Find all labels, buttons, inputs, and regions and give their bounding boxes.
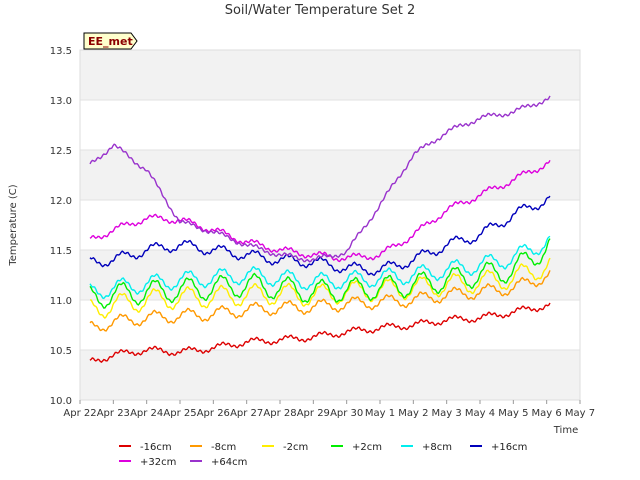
x-axis-ticks: Apr 22 Apr 23 Apr 24 Apr 25 Apr 26 Apr 27 Apr … xyxy=(63,400,595,419)
x-tick-label: May 7 xyxy=(565,408,595,419)
series-line xyxy=(89,235,551,300)
x-tick-label: Apr 23 xyxy=(97,408,130,419)
legend-label: -2cm xyxy=(283,442,308,453)
y-tick-label: 12.0 xyxy=(50,196,72,207)
x-tick-label: Apr 27 xyxy=(230,408,263,419)
y-tick-label: 12.5 xyxy=(50,146,72,157)
legend-label: +64cm xyxy=(211,457,247,468)
station-badge: EE_met xyxy=(83,32,138,50)
series-line xyxy=(89,159,551,263)
x-tick-label: Apr 29 xyxy=(297,408,330,419)
background-bands xyxy=(80,50,580,400)
x-tick-label: Apr 24 xyxy=(130,408,163,419)
x-tick-label: Apr 22 xyxy=(63,408,96,419)
y-axis-title: Temperature (C) xyxy=(8,184,19,266)
x-tick-label: Apr 30 xyxy=(330,408,363,419)
x-tick-label: May 3 xyxy=(432,408,462,419)
y-tick-label: 13.0 xyxy=(50,96,72,107)
legend: -16cm -8cm -2cm +2cm +8cm +16cm +32cm +64cm xyxy=(119,442,527,468)
band xyxy=(80,150,580,200)
series-line xyxy=(89,238,551,309)
badge-box xyxy=(83,32,138,50)
chart-title: Soil/Water Temperature Set 2 xyxy=(225,3,416,18)
legend-label: -16cm xyxy=(140,442,172,453)
plot-frame xyxy=(79,49,581,401)
x-tick-label: May 6 xyxy=(532,408,562,419)
series-line xyxy=(89,302,551,363)
y-tick-label: 13.5 xyxy=(50,46,72,57)
legend-label: +32cm xyxy=(140,457,176,468)
series-lines xyxy=(89,95,551,363)
x-tick-label: May 2 xyxy=(398,408,428,419)
x-tick-label: May 4 xyxy=(465,408,495,419)
legend-label: +2cm xyxy=(352,442,382,453)
y-tick-label: 11.0 xyxy=(50,296,72,307)
y-tick-label: 10.0 xyxy=(50,396,72,407)
series-line xyxy=(89,257,551,319)
badge-label: EE_met xyxy=(88,35,133,48)
band xyxy=(80,350,580,400)
series-line xyxy=(89,270,551,332)
legend-label: -8cm xyxy=(211,442,236,453)
y-axis-ticks: 10.0 10.5 11.0 11.5 12.0 12.5 13.0 13.5 xyxy=(50,46,72,407)
x-tick-label: May 1 xyxy=(365,408,395,419)
x-tick-label: Apr 28 xyxy=(263,408,296,419)
y-tick-label: 11.5 xyxy=(50,246,72,257)
series-line xyxy=(89,95,551,263)
legend-label: +16cm xyxy=(491,442,527,453)
band xyxy=(80,50,580,100)
x-tick-label: Apr 26 xyxy=(197,408,230,419)
y-tick-label: 10.5 xyxy=(50,346,72,357)
x-tick-label: Apr 25 xyxy=(163,408,196,419)
legend-label: +8cm xyxy=(422,442,452,453)
x-tick-label: May 5 xyxy=(498,408,528,419)
x-axis-title: Time xyxy=(553,425,578,436)
